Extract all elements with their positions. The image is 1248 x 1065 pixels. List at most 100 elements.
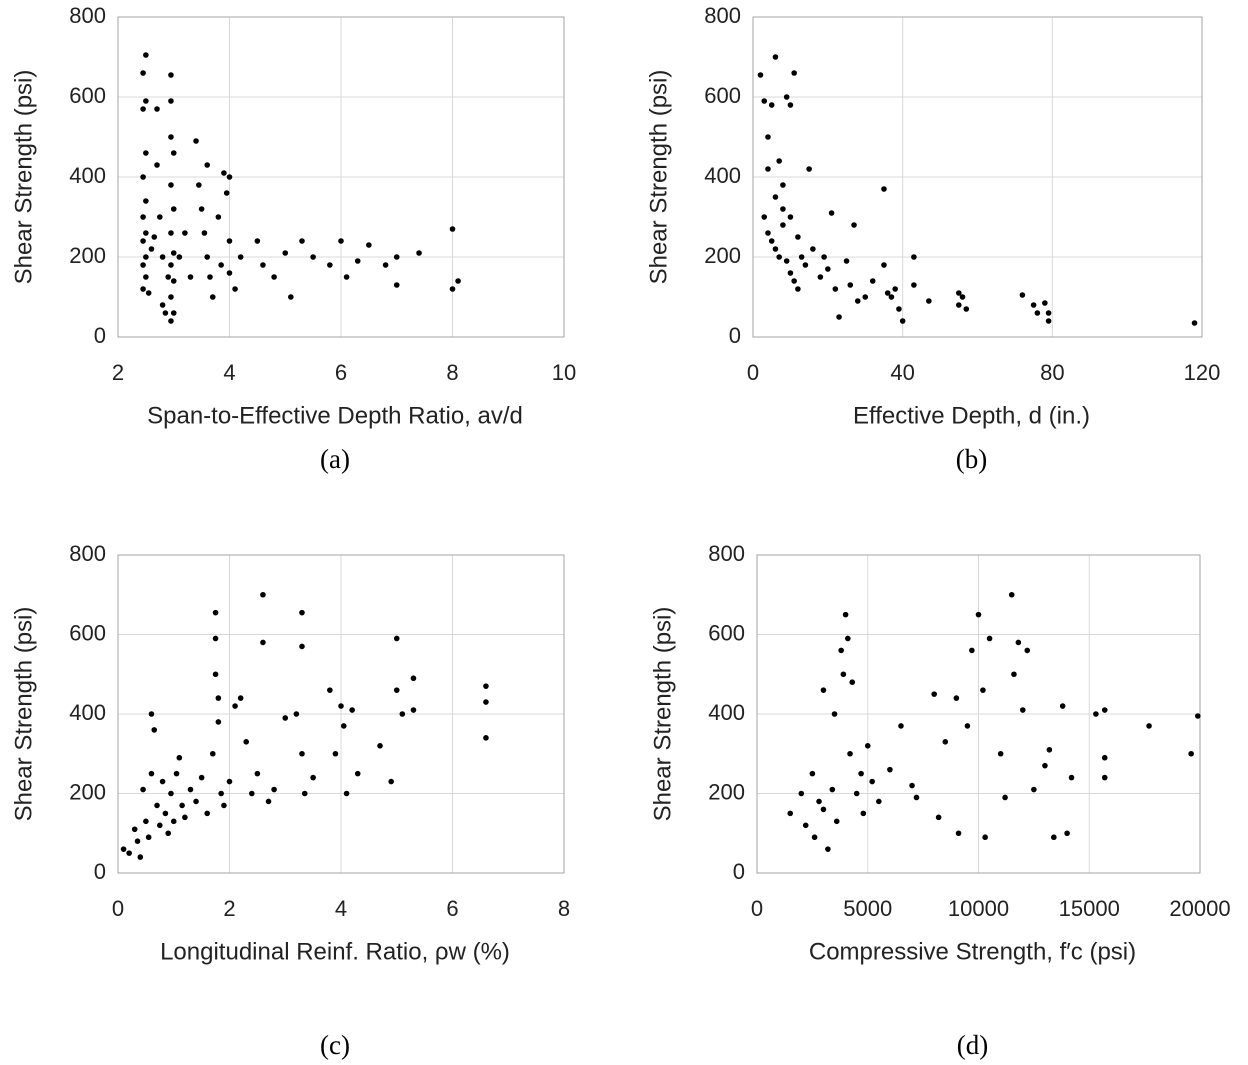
data-point — [168, 98, 174, 104]
data-point — [838, 647, 844, 654]
data-point — [980, 687, 986, 693]
data-point — [196, 182, 202, 188]
data-point — [1051, 834, 1057, 841]
data-point — [483, 699, 489, 705]
y-axis-label: Shear Strength (psi) — [10, 607, 37, 822]
data-point — [854, 298, 861, 304]
data-point — [1045, 310, 1052, 316]
y-tick-label: 0 — [733, 859, 745, 884]
plot-frame — [756, 554, 1201, 874]
data-point — [931, 691, 937, 697]
data-point — [820, 806, 827, 813]
data-point — [858, 770, 864, 777]
data-point — [232, 703, 238, 709]
y-tick-label: 800 — [708, 541, 745, 566]
data-point — [173, 770, 180, 777]
data-point — [151, 727, 158, 733]
data-point — [168, 230, 174, 236]
data-point — [909, 782, 915, 789]
data-point — [143, 818, 149, 825]
data-point — [140, 262, 146, 268]
data-point — [162, 810, 169, 817]
data-point — [193, 138, 199, 144]
data-point — [761, 98, 768, 104]
data-point — [761, 214, 768, 220]
data-point — [221, 802, 227, 809]
y-tick-label: 600 — [69, 83, 106, 108]
data-point — [847, 282, 854, 288]
data-point — [393, 282, 400, 288]
data-point — [765, 134, 771, 140]
x-tick-label: 0 — [112, 896, 124, 921]
data-point — [198, 206, 205, 212]
data-point — [154, 106, 160, 112]
data-point — [832, 286, 839, 292]
data-point — [226, 778, 233, 785]
data-point — [168, 294, 174, 300]
data-point — [148, 770, 155, 777]
data-point — [170, 250, 177, 256]
x-tick-label: 0 — [751, 896, 763, 921]
data-point — [170, 206, 177, 212]
data-point — [168, 72, 174, 78]
data-point — [798, 254, 805, 260]
data-point — [1046, 746, 1053, 753]
data-point — [1146, 723, 1152, 729]
data-point — [821, 254, 827, 260]
y-tick-label: 0 — [94, 859, 106, 884]
x-axis-label: Longitudinal Reinf. Ratio, ρw (%) — [160, 938, 510, 965]
data-point — [170, 278, 177, 284]
y-tick-label: 200 — [69, 243, 106, 268]
data-point — [143, 274, 149, 280]
x-tick-label: 6 — [335, 360, 347, 385]
data-point — [182, 814, 188, 821]
data-point — [143, 198, 149, 204]
data-point — [170, 818, 177, 825]
data-point — [140, 214, 146, 220]
data-point — [209, 294, 216, 300]
data-point — [1031, 786, 1037, 793]
data-point — [254, 770, 261, 777]
data-point — [288, 294, 294, 300]
data-point — [249, 790, 255, 797]
y-tick-label: 200 — [708, 779, 745, 804]
data-point — [154, 162, 160, 168]
data-point — [137, 854, 144, 860]
y-tick-label: 800 — [69, 541, 106, 566]
data-point — [223, 190, 230, 196]
data-point — [187, 274, 194, 280]
data-point — [168, 134, 174, 140]
x-tick-label: 15000 — [1059, 896, 1120, 921]
data-point — [483, 735, 489, 741]
data-point — [382, 262, 389, 268]
data-point — [816, 798, 822, 805]
data-point — [159, 302, 166, 308]
caption: (c) — [320, 1030, 350, 1060]
data-point — [377, 743, 383, 749]
data-point — [911, 282, 917, 288]
data-point — [817, 274, 824, 280]
data-point — [892, 286, 898, 292]
data-point — [911, 254, 917, 260]
data-point — [168, 790, 174, 797]
data-point — [1015, 639, 1022, 646]
data-point — [151, 234, 158, 240]
data-point — [1030, 302, 1037, 308]
data-point — [176, 754, 183, 761]
data-point — [271, 786, 277, 793]
data-point — [881, 186, 887, 192]
data-point — [864, 743, 871, 749]
data-point — [260, 591, 266, 598]
data-point — [212, 609, 219, 616]
data-point — [449, 286, 456, 292]
data-point — [791, 278, 797, 284]
data-point — [393, 254, 400, 260]
x-axis-label: Effective Depth, d (in.) — [853, 402, 1090, 429]
data-point — [969, 647, 975, 654]
x-tick-label: 20000 — [1169, 896, 1230, 921]
data-point — [126, 850, 132, 856]
data-point — [809, 770, 816, 777]
data-point — [842, 611, 849, 618]
data-point — [143, 98, 149, 104]
data-point — [354, 770, 361, 777]
